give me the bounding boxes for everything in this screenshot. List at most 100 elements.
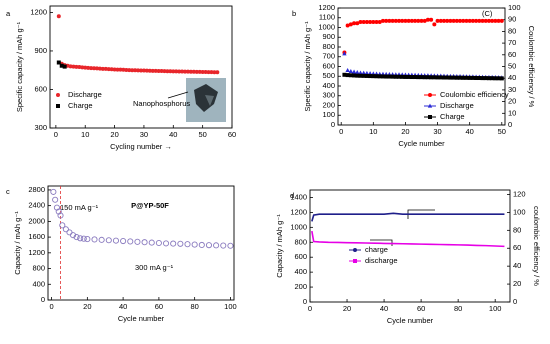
data-point — [377, 20, 382, 25]
data-point — [474, 76, 479, 81]
data-point — [445, 18, 450, 23]
y-tick-label: 2800 — [28, 185, 45, 194]
data-point — [73, 234, 80, 241]
data-point — [352, 21, 357, 26]
data-point — [56, 60, 61, 65]
plot-frame — [47, 185, 235, 301]
data-point — [112, 67, 117, 72]
data-point — [451, 75, 456, 80]
y-tick-label: 700 — [322, 52, 335, 61]
data-point — [59, 222, 66, 229]
y-tick-label: 600 — [322, 61, 335, 70]
y2-tick-label: 40 — [508, 73, 516, 82]
data-point — [397, 18, 402, 23]
y2-tick-label: 60 — [508, 50, 516, 59]
data-point — [197, 69, 202, 74]
data-point — [380, 18, 385, 23]
y-tick-label: 1600 — [28, 232, 45, 241]
data-point — [105, 237, 112, 244]
data-point — [227, 242, 234, 249]
data-point — [174, 69, 179, 74]
data-point — [106, 67, 111, 72]
x-tick-label: 30 — [140, 130, 148, 139]
y2-tick-label: 80 — [513, 225, 521, 234]
data-point — [499, 76, 504, 81]
x-tick-label: 20 — [110, 130, 118, 139]
data-point — [59, 63, 64, 68]
data-point — [74, 64, 79, 69]
legend-label: discharge — [365, 256, 398, 265]
data-point — [355, 69, 360, 74]
data-point — [368, 20, 373, 25]
y-tick-label: 600 — [34, 84, 47, 93]
y2-tick-label: 40 — [513, 261, 521, 270]
data-point — [390, 18, 395, 23]
y-tick-label: 300 — [322, 91, 335, 100]
y-axis-label: Capacity / mAh g⁻¹ — [13, 211, 22, 275]
data-point — [348, 68, 354, 73]
data-point — [212, 70, 217, 75]
y-tick-label: 1200 — [290, 207, 307, 216]
data-point — [162, 240, 170, 247]
data-point — [486, 76, 491, 81]
data-point — [345, 73, 350, 78]
y2-tick-label: 80 — [508, 26, 516, 35]
data-point — [194, 69, 199, 74]
x-tick-label: 20 — [401, 127, 409, 136]
legend-marker — [428, 115, 432, 119]
data-point — [348, 73, 353, 78]
data-point — [69, 232, 77, 239]
data-point — [83, 65, 88, 70]
legend-label: Charge — [440, 112, 465, 121]
data-point — [206, 70, 211, 75]
y-tick-label: 800 — [294, 237, 307, 246]
data-point — [220, 242, 227, 249]
data-point — [364, 20, 369, 25]
data-point — [80, 65, 85, 70]
data-point — [141, 68, 146, 73]
data-point — [480, 18, 485, 23]
data-point — [432, 75, 437, 80]
data-point — [118, 67, 123, 72]
y-tick-label: 800 — [322, 42, 335, 51]
y-tick-label: 0 — [331, 120, 335, 129]
data-point — [92, 66, 97, 71]
data-point — [171, 69, 176, 74]
data-point — [127, 238, 134, 245]
data-point — [441, 75, 446, 80]
y-tick-label: 1400 — [290, 192, 307, 201]
data-point — [130, 68, 135, 73]
data-point — [358, 73, 363, 78]
data-point — [393, 18, 398, 23]
x-tick-label: 30 — [433, 127, 441, 136]
x-tick-label: 0 — [49, 302, 53, 311]
data-point — [467, 75, 472, 80]
data-point — [470, 18, 475, 23]
x-tick-label: 60 — [155, 302, 163, 311]
data-point — [448, 18, 453, 23]
legend-marker — [428, 93, 432, 97]
y2-tick-label: 100 — [508, 3, 521, 12]
data-point — [136, 68, 141, 73]
data-point — [342, 51, 347, 56]
data-point — [209, 70, 214, 75]
x-tick-label: 40 — [169, 130, 177, 139]
data-point — [390, 74, 395, 79]
data-point — [180, 69, 185, 74]
data-point — [429, 75, 434, 80]
data-point — [368, 74, 373, 79]
y2-tick-label: 20 — [508, 97, 516, 106]
x-tick-label: 10 — [369, 127, 377, 136]
x-tick-label: 0 — [339, 127, 343, 136]
data-point — [345, 68, 350, 72]
data-point — [397, 74, 402, 79]
data-point — [165, 69, 170, 74]
y-tick-label: 400 — [32, 279, 45, 288]
data-point — [435, 75, 440, 80]
data-point — [413, 75, 418, 80]
legend-label: Coulombic efficiency — [440, 90, 509, 99]
x-tick-label: 0 — [308, 304, 312, 313]
y-tick-label: 1000 — [318, 22, 335, 31]
data-point — [361, 20, 366, 25]
data-point — [103, 66, 108, 71]
